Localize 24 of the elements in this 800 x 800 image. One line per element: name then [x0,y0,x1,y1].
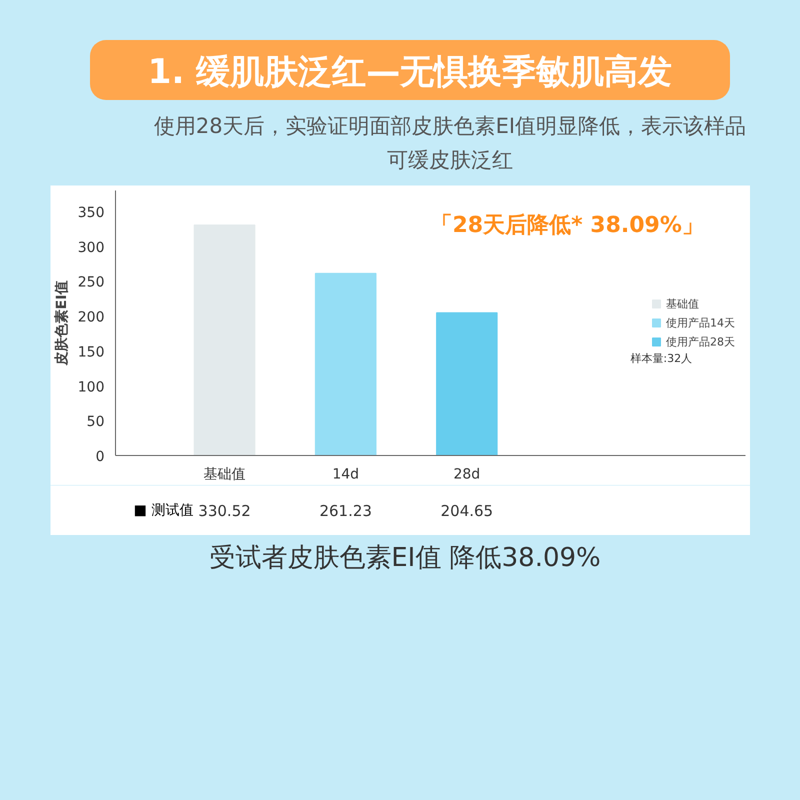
y-tick-label: 350 [78,204,105,221]
y-tick-label: 300 [78,240,105,256]
y-axis-title: 皮肤色素EI值 [54,280,70,366]
x-tick-label: 基础值 [204,466,246,482]
legend-label: 基础值 [666,296,699,311]
y-tick-label: 100 [78,379,105,396]
legend-label: 使用产品14天 [666,315,735,330]
y-tick-label: 150 [78,344,105,360]
x-tick-label: 28d [453,466,480,482]
data-label: 261.23 [319,502,372,520]
text: 样本量:32人 [630,352,692,365]
text: 受试者皮肤色素EI值 降低38.09% [209,542,601,575]
y-tick-label: 50 [86,414,105,430]
y-tick-label: 200 [78,310,105,326]
annotation: 「28天后降低* 38.09%」 [430,212,704,238]
x-tick-label: 14d [332,466,360,482]
y-tick-label: 0 [96,449,105,465]
legend-label: 使用产品28天 [666,334,735,349]
data-label: 330.52 [198,502,251,520]
data-label: 204.65 [440,502,494,520]
chart-subtitle: 使用28天后，实验证明面部皮肤色素EI值明显降低，表示该样品可缓皮肤泛红 [152,113,748,174]
y-tick-label: 250 [78,274,105,291]
chart-title: 1. 缓肌肤泛红—无惧换季敏肌高发 [148,51,672,94]
text: ■ 测试值 [134,502,194,518]
